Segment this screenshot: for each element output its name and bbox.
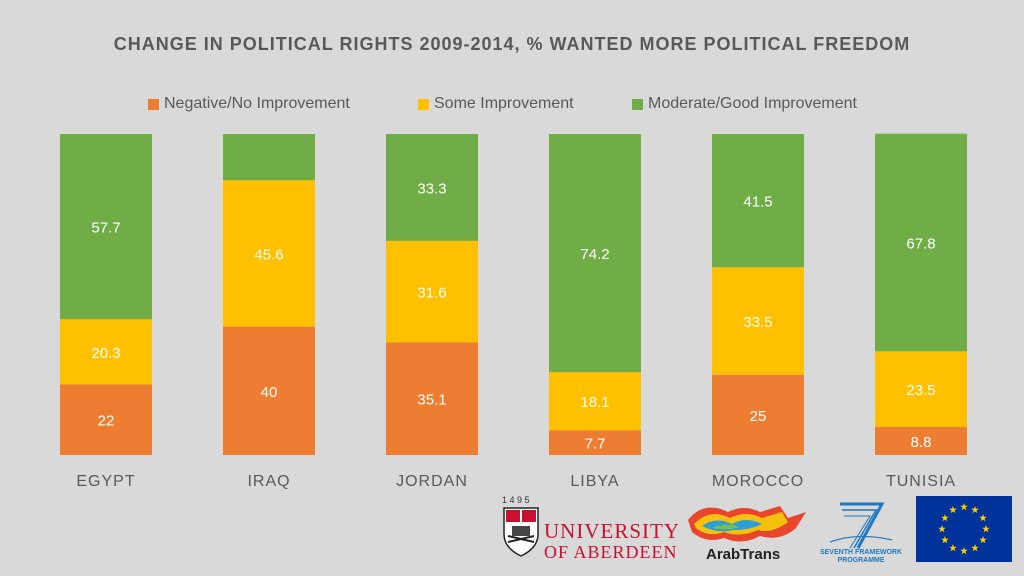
data-label-iraq-some: 45.6	[254, 246, 283, 263]
data-label-jordan-negative: 35.1	[417, 392, 446, 409]
bar-morocco-some	[712, 267, 804, 375]
data-label-tunisia-negative: 8.8	[911, 434, 932, 451]
category-label-tunisia: TUNISIA	[886, 473, 956, 490]
legend-label-moderate: Moderate/Good Improvement	[648, 95, 857, 112]
data-label-morocco-some: 33.5	[743, 314, 772, 331]
bar-iraq-some	[223, 180, 315, 327]
bar-tunisia-moderate	[875, 133, 967, 352]
bar-tunisia-some	[875, 351, 967, 427]
bar-iraq-negative	[223, 326, 315, 455]
data-label-jordan-moderate: 33.3	[417, 180, 446, 197]
legend-swatch-moderate	[632, 98, 643, 110]
category-label-libya: LIBYA	[570, 473, 619, 490]
fp7-line2: PROGRAMME	[837, 557, 884, 564]
university-of-aberdeen-logo: 1 4 9 5 UNIVERSITY OF ABERDEEN	[502, 495, 678, 562]
bar-jordan-negative	[386, 342, 478, 455]
bar-jordan-moderate	[386, 134, 478, 241]
data-label-egypt-moderate: 57.7	[91, 220, 120, 237]
eu-star-icon	[949, 544, 957, 552]
legend-swatch-negative	[148, 98, 159, 110]
eu-star-icon	[979, 536, 987, 544]
aberdeen-line2: OF ABERDEEN	[544, 542, 678, 562]
eu-star-icon	[982, 525, 990, 533]
category-label-iraq: IRAQ	[247, 473, 290, 490]
eu-star-icon	[938, 525, 946, 533]
aberdeen-year: 1 4 9 5	[502, 495, 530, 505]
data-label-iraq-negative: 40	[261, 384, 278, 401]
eu-star-icon	[960, 503, 968, 511]
data-label-morocco-negative: 25	[750, 408, 767, 425]
arabtrans-logo: ArabTrans	[688, 506, 806, 563]
category-label-jordan: JORDAN	[396, 473, 468, 490]
data-label-tunisia-moderate: 67.8	[906, 235, 935, 252]
data-label-egypt-negative: 22	[98, 413, 115, 430]
legend-item-moderate: Moderate/Good Improvement	[632, 95, 857, 113]
bar-morocco-moderate	[712, 134, 804, 268]
bar-iraq-moderate	[223, 134, 315, 181]
stacked-bar-chart: 22 20.3 57.7 EGYPT 40 45.6 IRAQ 35.1 31.6 33.3 JOR…	[60, 133, 967, 490]
category-label-morocco: MOROCCO	[712, 473, 804, 490]
eu-star-icon	[979, 514, 987, 522]
data-label-libya-negative: 7.7	[585, 436, 606, 453]
chart-title: CHANGE IN POLITICAL RIGHTS 2009-2014, % …	[113, 34, 911, 54]
eu-star-icon	[941, 514, 949, 522]
legend-item-negative: Negative/No Improvement	[148, 95, 350, 113]
data-label-libya-some: 18.1	[580, 394, 609, 411]
bar-libya-negative	[549, 430, 641, 455]
eu-star-icon	[971, 544, 979, 552]
eu-star-icon	[960, 547, 968, 555]
legend-label-negative: Negative/No Improvement	[164, 95, 350, 112]
fp7-seven-icon	[829, 502, 893, 549]
category-label-egypt: EGYPT	[76, 473, 135, 490]
aberdeen-line1: UNIVERSITY	[544, 519, 678, 543]
eu-star-icon	[949, 505, 957, 514]
data-label-egypt-some: 20.3	[91, 345, 120, 362]
eu-flag-icon	[916, 496, 1012, 562]
legend-swatch-some	[418, 98, 429, 110]
arabtrans-text: ArabTrans	[706, 546, 780, 563]
bar-libya-moderate	[549, 134, 641, 373]
fp7-line1: SEVENTH FRAMEWORK	[820, 549, 902, 556]
eu-star-icon	[941, 536, 949, 544]
fp7-logo: SEVENTH FRAMEWORK PROGRAMME	[820, 502, 902, 564]
eu-star-icon	[971, 505, 979, 514]
data-label-morocco-moderate: 41.5	[743, 194, 772, 211]
bar-jordan-some	[386, 240, 478, 343]
chart-legend: Negative/No Improvement Some Improvement…	[0, 95, 1024, 117]
data-label-tunisia-some: 23.5	[906, 382, 935, 399]
bar-egypt-moderate	[60, 134, 152, 320]
bar-egypt-some	[60, 319, 152, 385]
legend-label-some: Some Improvement	[434, 95, 574, 112]
data-label-libya-moderate: 74.2	[580, 246, 609, 263]
data-label-jordan-some: 31.6	[417, 285, 446, 302]
bar-tunisia-negative	[875, 426, 967, 455]
legend-item-some: Some Improvement	[418, 95, 574, 113]
bar-morocco-negative	[712, 374, 804, 455]
bar-egypt-negative	[60, 384, 152, 455]
bar-libya-some	[549, 372, 641, 431]
